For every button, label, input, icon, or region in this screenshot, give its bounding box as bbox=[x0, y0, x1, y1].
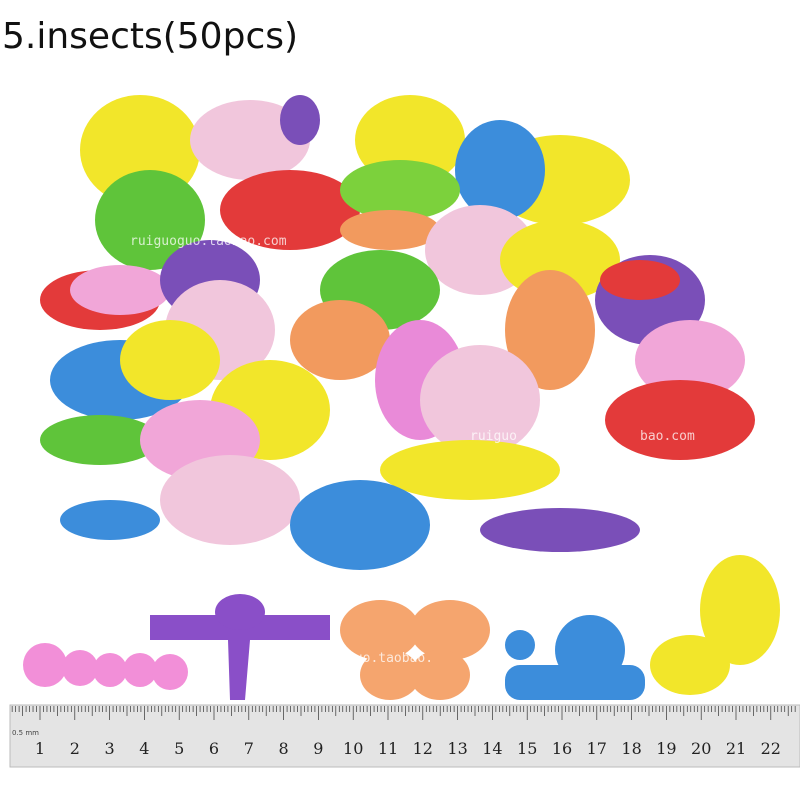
watermark: ruiguoguo.taobao. bbox=[300, 651, 433, 666]
watermark: bao.com bbox=[640, 429, 695, 444]
foam-pile bbox=[40, 95, 755, 570]
ruler-label: 1 bbox=[35, 739, 45, 758]
ruler-label: 21 bbox=[726, 739, 746, 758]
ruler-label: 6 bbox=[209, 739, 219, 758]
ruler-label: 5 bbox=[174, 739, 184, 758]
ruler-label: 22 bbox=[761, 739, 781, 758]
ruler-label: 7 bbox=[244, 739, 254, 758]
ruler-body bbox=[9, 704, 800, 768]
title: 5.insects(50pcs) bbox=[2, 16, 298, 57]
ruler-label: 10 bbox=[343, 739, 363, 758]
ruler-label: 2 bbox=[70, 739, 80, 758]
ruler-label: 11 bbox=[378, 739, 398, 758]
watermark: ruiguo bbox=[470, 429, 517, 444]
ruler-label: 13 bbox=[447, 739, 467, 758]
bottom-row bbox=[23, 555, 780, 700]
ruler-note: 0.5 mm bbox=[12, 729, 39, 737]
ruler-label: 9 bbox=[313, 739, 323, 758]
ruler-label: 18 bbox=[621, 739, 641, 758]
watermark: ruiguoguo.taobao.com bbox=[130, 234, 287, 249]
ruler-label: 17 bbox=[587, 739, 607, 758]
ruler-label: 3 bbox=[105, 739, 115, 758]
ruler-label: 8 bbox=[279, 739, 289, 758]
ruler-label: 15 bbox=[517, 739, 537, 758]
ruler-label: 16 bbox=[552, 739, 572, 758]
ruler-label: 4 bbox=[139, 739, 149, 758]
ruler-label: 12 bbox=[413, 739, 433, 758]
ruler-label: 14 bbox=[482, 739, 502, 758]
ruler-label: 19 bbox=[656, 739, 676, 758]
ruler-label: 20 bbox=[691, 739, 711, 758]
ruler: 0.5 mm 1 2 3 4 5 6 7 8 9 10 11 12 13 14 15 16 17 18 19 20 21… bbox=[9, 704, 800, 768]
